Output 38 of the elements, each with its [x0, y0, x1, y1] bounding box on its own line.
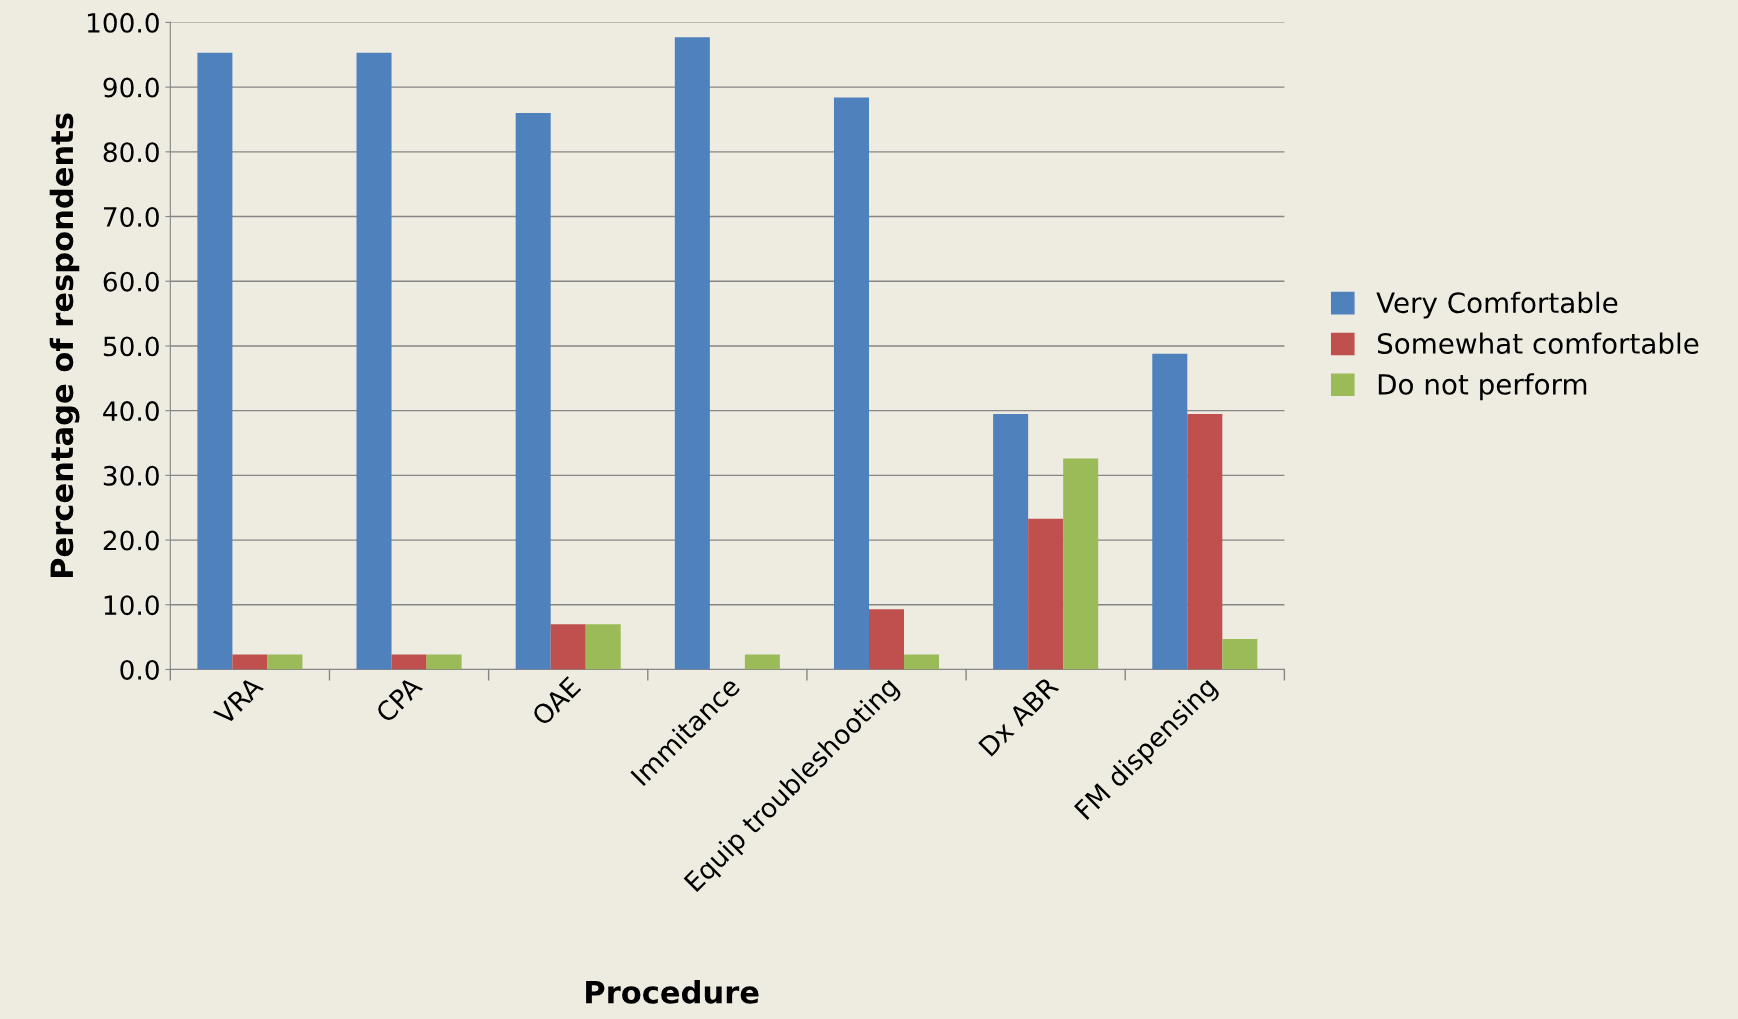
bar — [585, 624, 621, 670]
bar — [267, 654, 303, 670]
bar — [1063, 458, 1099, 670]
y-tick-label: 40.0 — [103, 401, 159, 422]
y-tick-label: 0.0 — [120, 659, 159, 680]
bar — [674, 37, 710, 670]
y-tick-label: 70.0 — [104, 206, 159, 227]
bar — [1187, 413, 1223, 670]
bar — [993, 413, 1029, 670]
legend-label: Do not perform — [1378, 373, 1587, 401]
legend-label: Very Comfortable — [1376, 291, 1618, 319]
bar — [869, 609, 905, 670]
bar — [356, 52, 392, 670]
y-tick-label: 10.0 — [104, 595, 159, 616]
x-tick-label: VRA — [212, 675, 264, 727]
bar — [391, 654, 427, 670]
bar — [1152, 353, 1188, 670]
legend-label: Somewhat comfortable — [1377, 332, 1699, 355]
y-tick-label: 80.0 — [103, 142, 159, 163]
x-axis-title: Procedure — [586, 980, 759, 1004]
y-tick-label: 90.0 — [103, 77, 159, 98]
bar — [515, 113, 551, 670]
y-tick-label: 60.0 — [103, 271, 159, 292]
y-tick-label: 20.0 — [103, 530, 159, 551]
y-tick-label: 30.0 — [103, 465, 159, 486]
bar — [550, 624, 586, 670]
bar — [1222, 639, 1258, 670]
y-tick-label: 100.0 — [87, 12, 159, 33]
bar — [833, 97, 869, 670]
bar — [197, 52, 233, 670]
bar — [744, 654, 780, 670]
bar — [1028, 518, 1064, 670]
bar — [426, 654, 462, 670]
y-axis-title: Percentage of respondents — [49, 113, 80, 578]
bar — [904, 654, 940, 670]
y-tick-label: 50.0 — [103, 336, 159, 357]
x-tick-label: CPA — [374, 674, 424, 724]
bar — [232, 654, 268, 670]
